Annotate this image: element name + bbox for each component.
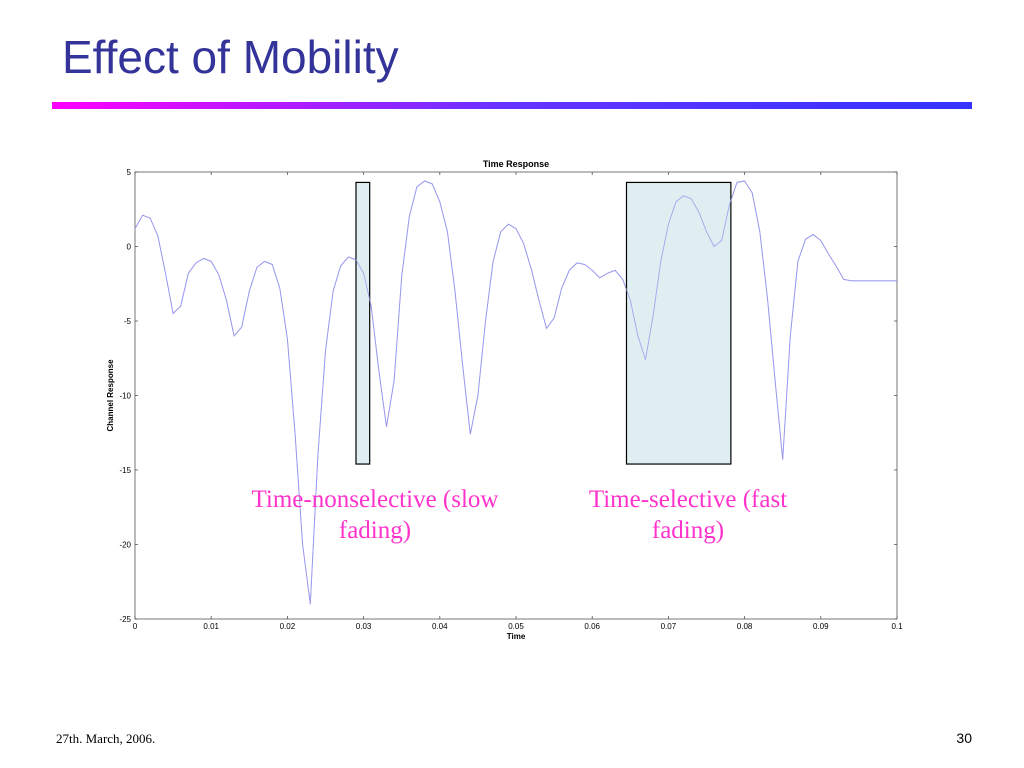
highlight-fast-fading — [625, 181, 732, 465]
chart-title: Time Response — [483, 159, 549, 169]
y-tick-label: -5 — [124, 317, 132, 326]
x-tick-label: 0.04 — [432, 622, 448, 631]
series-line-overlay-0 — [134, 180, 897, 605]
y-tick-label: -15 — [119, 466, 131, 475]
y-tick-label: 0 — [127, 243, 132, 252]
x-tick-label: 0.08 — [737, 622, 753, 631]
x-tick-label: 0 — [133, 622, 138, 631]
y-tick-label: 5 — [127, 168, 132, 177]
x-tick-label: 0.07 — [661, 622, 677, 631]
x-axis-label: Time — [507, 632, 526, 641]
x-tick-label: 0.09 — [813, 622, 829, 631]
footer-date: 27th. March, 2006. — [56, 731, 156, 746]
x-tick-label: 0.06 — [584, 622, 600, 631]
y-tick-label: -20 — [119, 541, 131, 550]
y-axis-label: Channel Response — [106, 359, 115, 432]
y-tick-label: -10 — [119, 392, 131, 401]
x-tick-label: 0.02 — [280, 622, 296, 631]
y-tick-label: -25 — [119, 615, 131, 624]
highlight-slow-fading — [355, 181, 371, 465]
page-number: 30 — [956, 730, 972, 746]
x-tick-label: 0.1 — [891, 622, 903, 631]
slide-title: Effect of Mobility — [62, 31, 399, 83]
plot-frame — [134, 171, 898, 620]
x-tick-label: 0.03 — [356, 622, 372, 631]
annotation-slow-fading: Time-nonselective (slow fading) — [251, 486, 499, 544]
title-rule — [52, 102, 972, 109]
x-tick-label: 0.05 — [508, 622, 524, 631]
x-tick-label: 0.01 — [203, 622, 219, 631]
annotation-fast-fading: Time-selective (fast fading) — [588, 486, 788, 544]
